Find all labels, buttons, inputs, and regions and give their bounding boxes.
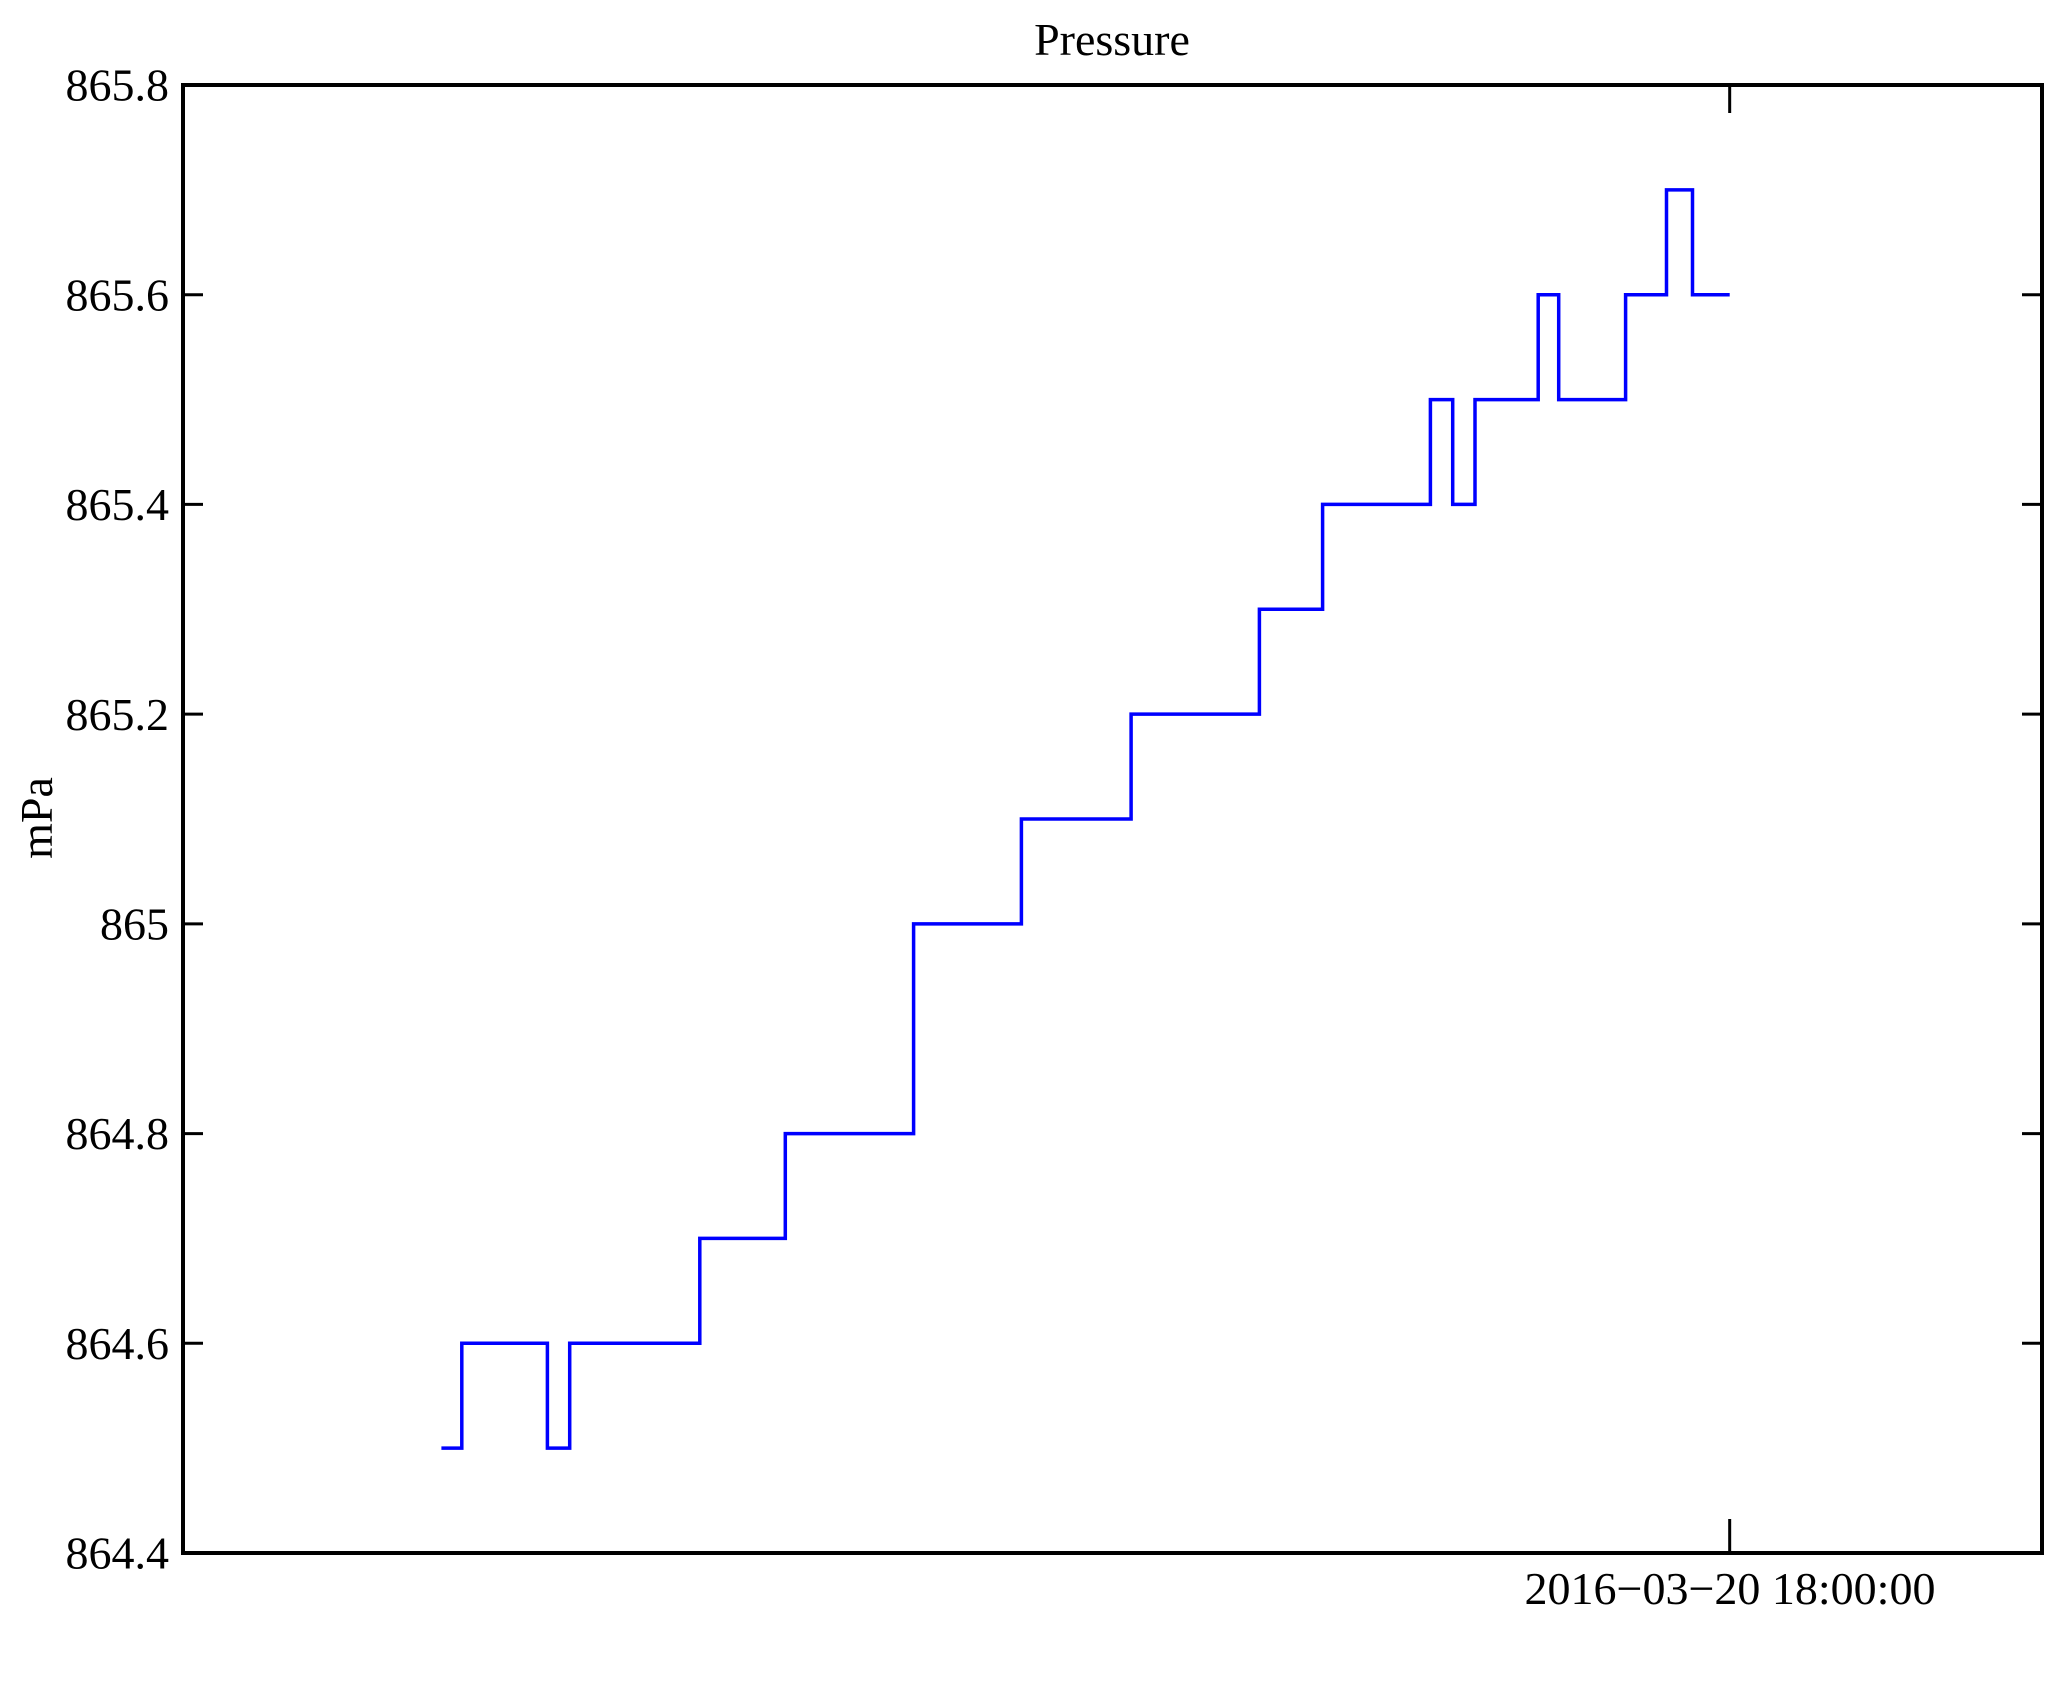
plot-area: 864.4 864.6 864.8 865 865.2 865.4 865.6 865.8	[66, 60, 2044, 1579]
x-tick-label: 2016−03−20 18:00:00	[1525, 1563, 1936, 1614]
y-tick-label: 864.4	[66, 1528, 170, 1579]
y-tick-label: 864.8	[66, 1108, 170, 1159]
y-axis-label: mPa	[11, 777, 62, 859]
y-tick-label: 865.2	[66, 689, 170, 740]
y-tick-label: 865.4	[66, 479, 170, 530]
y-tick-label: 865.8	[66, 60, 170, 111]
pressure-series-line	[441, 188, 1730, 1450]
y-tick-label: 865	[100, 898, 169, 949]
y-tick-label: 864.6	[66, 1318, 170, 1369]
plot-frame	[181, 83, 2044, 1555]
y-tick-label: 865.6	[66, 269, 170, 320]
chart-title: Pressure	[1034, 14, 1190, 65]
